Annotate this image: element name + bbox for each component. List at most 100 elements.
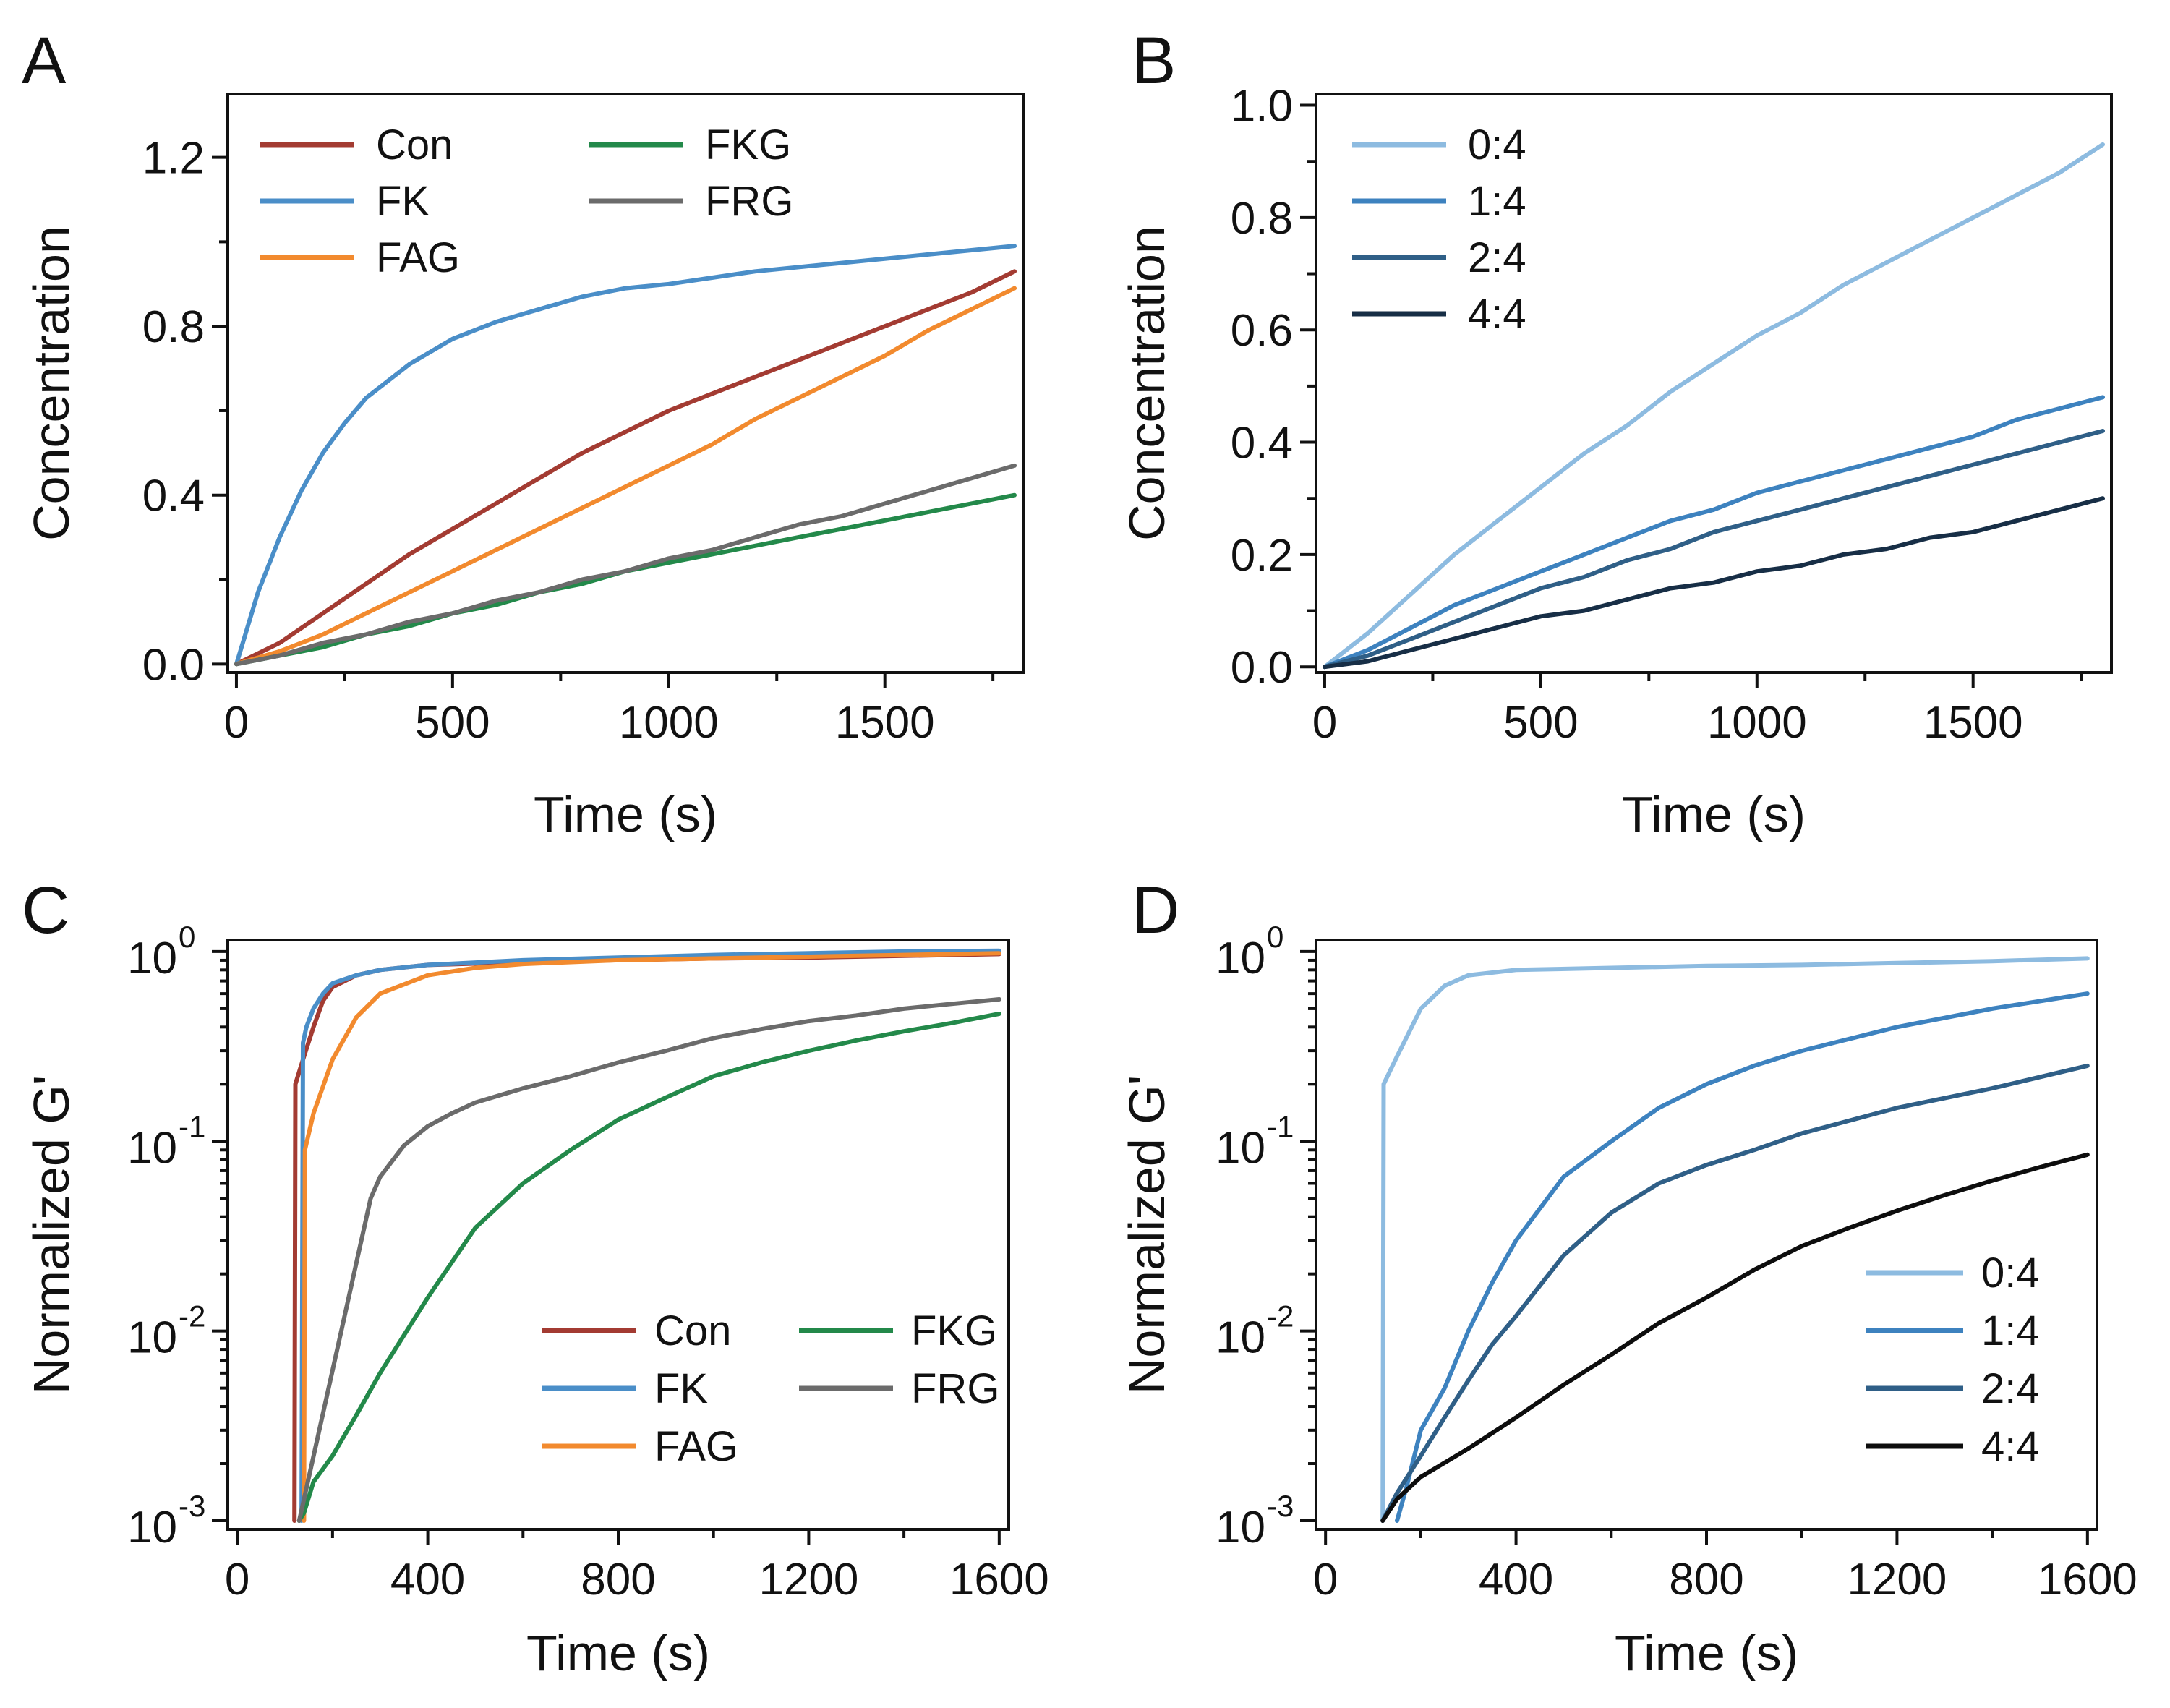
legend-label: 2:4 <box>1468 234 1526 281</box>
legend-label: 2:4 <box>1981 1365 2040 1412</box>
legend-label: FKG <box>705 121 791 168</box>
x-tick-label: 1000 <box>619 698 719 748</box>
series-line-2-4 <box>1380 1063 2090 1523</box>
x-axis-label: Time (s) <box>534 786 717 842</box>
legend-label: 4:4 <box>1468 291 1526 338</box>
series-line-0-4 <box>1380 956 2090 1523</box>
y-tick-label: 10 <box>127 1313 177 1363</box>
y-tick-exponent: 0 <box>179 920 195 954</box>
x-tick-label: 400 <box>1479 1555 1553 1605</box>
legend-label: FRG <box>705 178 793 225</box>
series-line-fag <box>302 951 1001 1523</box>
legend-label: FAG <box>654 1423 738 1470</box>
panel-letter: D <box>1132 874 1179 947</box>
legend-label: FKG <box>911 1307 997 1354</box>
y-tick-exponent: -1 <box>1267 1109 1294 1143</box>
y-tick-exponent: 0 <box>1267 920 1283 954</box>
x-tick-label: 1200 <box>1847 1555 1947 1605</box>
series-line-4-4 <box>1380 1152 2090 1523</box>
series-line-frg <box>234 463 1017 667</box>
legend-label: FRG <box>911 1365 999 1412</box>
y-tick-label: 0.8 <box>1231 194 1293 244</box>
x-tick-label: 500 <box>415 698 490 748</box>
y-tick-label: 0.6 <box>1231 306 1293 356</box>
y-tick-exponent: -1 <box>179 1109 205 1143</box>
y-axis-label: Normalized G' <box>1119 1075 1175 1394</box>
y-tick-label: 10 <box>127 1123 177 1173</box>
x-tick-label: 0 <box>225 1555 249 1605</box>
panel-a: A 0 500 1000 1500 0.0 0.4 0.8 1.2 Time (s) Concent… <box>22 24 1025 842</box>
y-tick-label: 0.8 <box>142 302 205 352</box>
series-line-1-4 <box>1395 991 2090 1523</box>
plot-frame <box>1315 93 2113 674</box>
y-tick-label: 1.2 <box>142 134 205 184</box>
x-axis-label: Time (s) <box>1615 1625 1798 1681</box>
legend-label: 0:4 <box>1981 1250 2040 1297</box>
y-axis-label: Concentration <box>23 226 80 541</box>
plot-frame <box>1315 939 2098 1531</box>
y-tick-label: 0.0 <box>142 640 205 690</box>
legend-label: 4:4 <box>1981 1423 2040 1470</box>
series-line-4-4 <box>1323 496 2105 670</box>
x-axis-label: Time (s) <box>526 1625 710 1681</box>
x-tick-label: 0 <box>1312 698 1337 748</box>
legend-label: FAG <box>376 234 460 281</box>
y-axis-label: Normalized G' <box>23 1075 80 1394</box>
panel-letter: A <box>22 24 67 98</box>
y-tick-exponent: -3 <box>1267 1489 1294 1523</box>
x-tick-label: 1200 <box>759 1555 858 1605</box>
x-tick-label: 0 <box>1313 1555 1338 1605</box>
x-tick-label: 500 <box>1503 698 1578 748</box>
y-tick-label: 10 <box>1216 1313 1265 1363</box>
series-line-fag <box>234 286 1017 667</box>
y-tick-label: 10 <box>1216 934 1265 983</box>
panel-letter: C <box>22 874 69 947</box>
x-tick-label: 400 <box>390 1555 465 1605</box>
y-tick-label: 10 <box>127 934 177 983</box>
x-tick-label: 800 <box>1669 1555 1743 1605</box>
plot-frame <box>226 939 1010 1531</box>
y-tick-label: 10 <box>1216 1503 1265 1553</box>
series-line-2-4 <box>1323 429 2105 670</box>
x-axis-label: Time (s) <box>1622 786 1806 842</box>
x-tick-label: 1600 <box>949 1555 1049 1605</box>
series-line-frg <box>296 997 1001 1523</box>
series-line-fkg <box>296 1012 1001 1523</box>
y-tick-label: 0.2 <box>1231 531 1293 581</box>
x-tick-label: 1000 <box>1707 698 1807 748</box>
series-line-fk <box>299 948 1001 1523</box>
series-line-con <box>234 269 1017 667</box>
legend: Con FK FAG FKG FRG <box>260 121 793 281</box>
x-tick-label: 1500 <box>835 698 935 748</box>
y-tick-exponent: -3 <box>179 1489 205 1523</box>
panel-letter: B <box>1132 24 1176 98</box>
x-tick-label: 1500 <box>1923 698 2023 748</box>
legend-label: FK <box>376 178 430 225</box>
x-tick-label: 1600 <box>2038 1555 2137 1605</box>
y-tick-label: 10 <box>127 1503 177 1553</box>
x-tick-label: 0 <box>224 698 249 748</box>
y-tick-exponent: -2 <box>179 1299 205 1333</box>
y-tick-label: 0.4 <box>1231 419 1293 469</box>
series-line-1-4 <box>1323 395 2105 670</box>
legend: Con FK FAG FKG FRG <box>542 1307 999 1470</box>
y-tick-label: 1.0 <box>1231 82 1293 132</box>
legend: 0:4 1:4 2:4 4:4 <box>1352 121 1526 338</box>
legend-label: FK <box>654 1365 708 1412</box>
panel-b: B 0 500 1000 1500 0.0 0.2 0.4 0.6 0.8 1.0 Time (s) C… <box>1119 24 2113 842</box>
y-tick-label: 0.0 <box>1231 643 1293 693</box>
legend-label: Con <box>654 1307 731 1354</box>
legend-label: 0:4 <box>1468 121 1526 168</box>
series-line-con <box>292 952 1001 1523</box>
legend-label: 1:4 <box>1468 178 1526 225</box>
legend-label: Con <box>376 121 453 168</box>
series-line-fk <box>234 244 1017 667</box>
series-line-0-4 <box>1323 142 2105 670</box>
y-axis-label: Concentration <box>1119 226 1175 541</box>
plot-frame <box>226 93 1025 674</box>
legend-label: 1:4 <box>1981 1307 2040 1354</box>
x-tick-label: 800 <box>581 1555 655 1605</box>
